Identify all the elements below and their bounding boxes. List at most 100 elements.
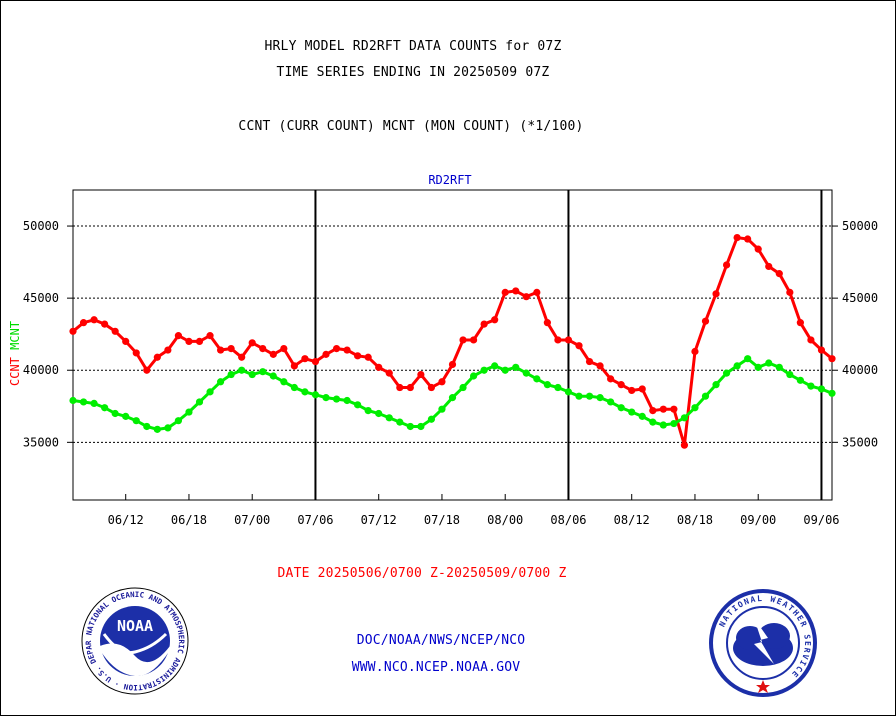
data-point-ccnt	[375, 363, 383, 371]
y-tick-label-right: 50000	[842, 219, 878, 233]
data-point-mcnt	[533, 375, 541, 383]
data-point-ccnt	[111, 327, 119, 335]
data-point-ccnt	[469, 336, 478, 344]
data-point-mcnt	[206, 388, 214, 396]
data-point-ccnt	[459, 336, 467, 344]
y-axis-label: CCNT MCNT	[8, 321, 22, 386]
data-point-ccnt	[69, 327, 77, 335]
data-point-mcnt	[733, 362, 741, 370]
data-point-mcnt	[701, 392, 710, 400]
data-point-ccnt	[701, 317, 710, 325]
data-point-ccnt	[354, 352, 362, 360]
data-point-mcnt	[438, 405, 446, 413]
data-point-mcnt	[301, 388, 309, 396]
data-point-mcnt	[522, 369, 530, 377]
x-tick-label: 08/12	[614, 513, 650, 527]
data-point-ccnt	[185, 337, 193, 345]
x-tick-label: 09/00	[740, 513, 776, 527]
y-tick-label-left: 40000	[23, 363, 59, 377]
data-point-mcnt	[90, 399, 98, 407]
data-point-mcnt	[585, 392, 594, 400]
data-point-mcnt	[744, 355, 752, 363]
data-point-mcnt	[680, 414, 689, 422]
data-point-mcnt	[153, 425, 161, 433]
data-point-ccnt	[406, 383, 414, 392]
x-tick-label: 08/18	[677, 513, 713, 527]
data-point-mcnt	[638, 412, 646, 420]
data-point-ccnt	[164, 346, 172, 354]
data-point-ccnt	[491, 316, 499, 324]
data-point-mcnt	[754, 363, 762, 371]
data-point-mcnt	[332, 395, 341, 403]
x-tick-label: 07/12	[361, 513, 397, 527]
data-point-ccnt	[712, 290, 720, 298]
x-tick-label: 08/06	[550, 513, 586, 527]
data-point-mcnt	[564, 388, 573, 396]
data-point-mcnt	[364, 407, 372, 415]
data-point-mcnt	[543, 381, 551, 389]
x-tick-label: 06/18	[171, 513, 207, 527]
data-point-mcnt	[628, 408, 636, 416]
data-point-ccnt	[332, 345, 341, 353]
data-point-mcnt	[796, 376, 804, 384]
data-point-ccnt	[101, 320, 109, 328]
y-tick-label-right: 45000	[842, 291, 878, 305]
data-point-mcnt	[122, 412, 130, 420]
data-point-mcnt	[280, 378, 288, 386]
data-point-mcnt	[164, 424, 172, 432]
data-point-mcnt	[554, 383, 562, 392]
data-point-ccnt	[722, 261, 731, 269]
data-point-ccnt	[216, 346, 225, 354]
data-point-mcnt	[691, 404, 699, 412]
noaa-logo: NATIONAL OCEANIC AND ATMOSPHERIC ADMINIS…	[80, 586, 189, 695]
data-point-ccnt	[396, 383, 404, 392]
data-point-mcnt	[406, 422, 414, 431]
data-point-ccnt	[174, 332, 183, 340]
data-point-ccnt	[670, 405, 678, 413]
data-point-mcnt	[659, 421, 667, 429]
data-point-mcnt	[185, 408, 193, 416]
data-point-mcnt	[269, 372, 277, 380]
data-point-mcnt	[775, 363, 783, 371]
nws-logo: NATIONAL WEATHER SERVICE	[709, 589, 817, 697]
data-point-mcnt	[195, 398, 204, 406]
data-point-ccnt	[543, 319, 551, 327]
data-point-ccnt	[90, 316, 98, 324]
data-point-ccnt	[269, 350, 277, 358]
data-point-ccnt	[754, 245, 762, 253]
data-point-mcnt	[807, 382, 815, 390]
data-point-mcnt	[491, 362, 499, 370]
data-point-mcnt	[322, 394, 330, 402]
x-tick-label: 06/12	[108, 513, 144, 527]
data-point-mcnt	[385, 414, 393, 422]
data-point-mcnt	[216, 378, 225, 386]
y-tick-label-right: 40000	[842, 363, 878, 377]
data-point-ccnt	[533, 288, 541, 296]
data-point-mcnt	[311, 391, 320, 399]
data-point-ccnt	[617, 381, 625, 389]
data-point-ccnt	[575, 342, 583, 350]
data-point-ccnt	[807, 336, 815, 344]
data-point-ccnt	[480, 320, 488, 328]
data-point-mcnt	[111, 409, 119, 418]
data-point-mcnt	[427, 415, 436, 423]
data-point-ccnt	[501, 288, 509, 296]
data-point-mcnt	[722, 369, 731, 377]
x-tick-label: 07/00	[234, 513, 270, 527]
data-point-ccnt	[796, 319, 804, 327]
data-point-mcnt	[512, 363, 520, 371]
series-line-mcnt	[72, 356, 833, 431]
data-point-ccnt	[512, 287, 520, 295]
data-point-ccnt	[248, 339, 256, 347]
data-point-mcnt	[459, 383, 467, 392]
y-tick-label-left: 45000	[23, 291, 59, 305]
data-point-ccnt	[301, 355, 309, 363]
data-point-mcnt	[396, 418, 404, 426]
data-point-mcnt	[375, 409, 383, 418]
data-point-mcnt	[607, 398, 615, 406]
data-point-ccnt	[828, 355, 836, 363]
data-point-mcnt	[480, 366, 488, 374]
y-tick-label-right: 35000	[842, 435, 878, 449]
date-range-label: DATE 20250506/0700 Z-20250509/0700 Z	[277, 566, 567, 581]
